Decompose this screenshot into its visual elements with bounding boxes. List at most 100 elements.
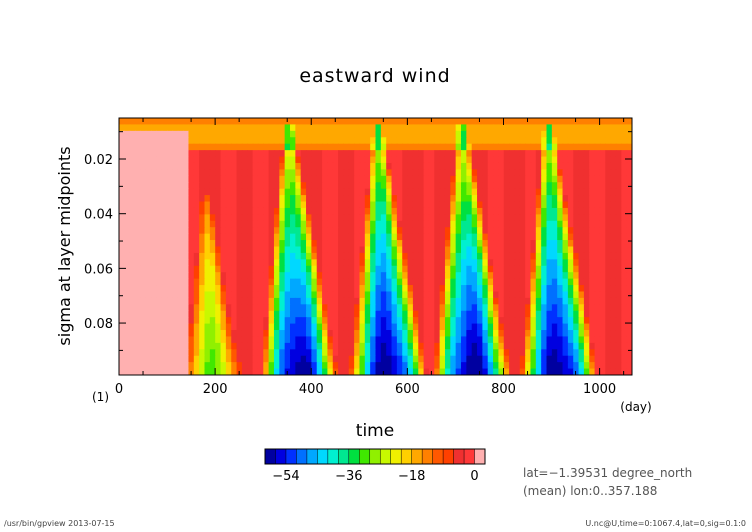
heatmap-cell: [594, 188, 601, 196]
heatmap-cell: [535, 227, 542, 235]
heatmap-cell: [241, 233, 248, 241]
y-axis-ticks: 0.020.040.060.08: [84, 131, 632, 351]
heatmap-cell: [402, 285, 409, 293]
heatmap-cell: [626, 227, 632, 235]
heatmap-cell: [471, 278, 478, 286]
heatmap-cell: [391, 175, 398, 183]
heatmap-cell: [546, 162, 553, 170]
heatmap-cell: [594, 323, 601, 331]
heatmap-cell: [551, 150, 558, 158]
heatmap-cell: [316, 304, 323, 312]
heatmap-cell: [135, 188, 141, 196]
heatmap-cell: [626, 214, 632, 222]
heatmap-cell: [247, 252, 254, 260]
heatmap-cell: [316, 233, 323, 241]
heatmap-cell: [140, 188, 147, 196]
heatmap-cell: [567, 336, 574, 344]
heatmap-cell: [567, 278, 574, 286]
heatmap-cell: [396, 362, 403, 370]
heatmap-cell: [423, 195, 430, 203]
heatmap-cell: [364, 259, 371, 267]
heatmap-cell: [306, 342, 312, 350]
heatmap-cell: [402, 317, 409, 325]
heatmap-cell: [471, 362, 478, 370]
heatmap-cell: [386, 156, 393, 164]
heatmap-cell: [183, 272, 190, 280]
heatmap-cell: [509, 304, 516, 312]
heatmap-cell: [177, 349, 184, 357]
heatmap-cell: [519, 368, 526, 375]
heatmap-cell: [589, 130, 596, 138]
heatmap-cell: [535, 297, 542, 305]
heatmap-cell: [546, 355, 553, 363]
heatmap-cell: [140, 143, 147, 151]
heatmap-cell: [290, 182, 296, 190]
heatmap-cell: [599, 330, 606, 338]
heatmap-cell: [380, 310, 387, 318]
heatmap-cell: [386, 207, 393, 215]
heatmap-cell: [498, 233, 505, 241]
heatmap-cell: [268, 162, 275, 170]
heatmap-cell: [396, 175, 403, 183]
heatmap-cell: [279, 252, 286, 260]
heatmap-cell: [455, 227, 462, 235]
heatmap-cell: [380, 323, 387, 331]
heatmap-cell: [145, 336, 152, 344]
heatmap-cell: [599, 355, 606, 363]
heatmap-cell: [509, 188, 516, 196]
heatmap-cell: [119, 317, 125, 325]
heatmap-cell: [375, 349, 382, 357]
heatmap-cell: [177, 182, 184, 190]
heatmap-cell: [444, 137, 451, 145]
heatmap-cell: [370, 317, 377, 325]
colorbar-swatch: [432, 449, 444, 464]
heatmap-cell: [263, 118, 270, 126]
heatmap-cell: [519, 285, 526, 293]
heatmap-cell: [402, 156, 409, 164]
heatmap-cell: [557, 362, 564, 370]
heatmap-cell: [541, 162, 548, 170]
heatmap-cell: [605, 297, 612, 305]
heatmap-cell: [493, 272, 499, 280]
heatmap-cell: [124, 362, 131, 370]
heatmap-cell: [428, 342, 435, 350]
heatmap-cell: [124, 240, 131, 248]
heatmap-cell: [589, 169, 596, 177]
heatmap-cell: [124, 310, 131, 318]
heatmap-cell: [338, 362, 345, 370]
heatmap-cell: [599, 240, 606, 248]
heatmap-cell: [573, 162, 580, 170]
heatmap-cell: [209, 272, 216, 280]
heatmap-cell: [231, 195, 238, 203]
heatmap-cell: [322, 252, 328, 260]
heatmap-cell: [471, 291, 478, 299]
heatmap-cell: [129, 330, 136, 338]
heatmap-cell: [626, 246, 632, 254]
heatmap-cell: [594, 182, 601, 190]
heatmap-cell: [535, 240, 542, 248]
heatmap-cell: [605, 362, 612, 370]
heatmap-cell: [338, 259, 345, 267]
heatmap-cell: [273, 175, 280, 183]
heatmap-cell: [156, 368, 163, 375]
heatmap-cell: [418, 278, 425, 286]
heatmap-cell: [370, 362, 377, 370]
heatmap-cell: [461, 272, 467, 280]
heatmap-cell: [263, 304, 270, 312]
heatmap-cell: [338, 156, 345, 164]
heatmap-cell: [167, 278, 174, 286]
heatmap-cell: [461, 368, 467, 375]
heatmap-cell: [338, 265, 345, 273]
heatmap-cell: [188, 349, 195, 357]
heatmap-cell: [380, 162, 387, 170]
heatmap-cell: [428, 182, 435, 190]
heatmap-cell: [273, 297, 280, 305]
heatmap-cell: [493, 175, 499, 183]
heatmap-cell: [135, 175, 141, 183]
heatmap-cell: [509, 195, 516, 203]
heatmap-cell: [290, 355, 296, 363]
heatmap-cell: [551, 207, 558, 215]
heatmap-cell: [546, 265, 553, 273]
heatmap-cell: [209, 201, 216, 209]
heatmap-cell: [562, 240, 569, 248]
